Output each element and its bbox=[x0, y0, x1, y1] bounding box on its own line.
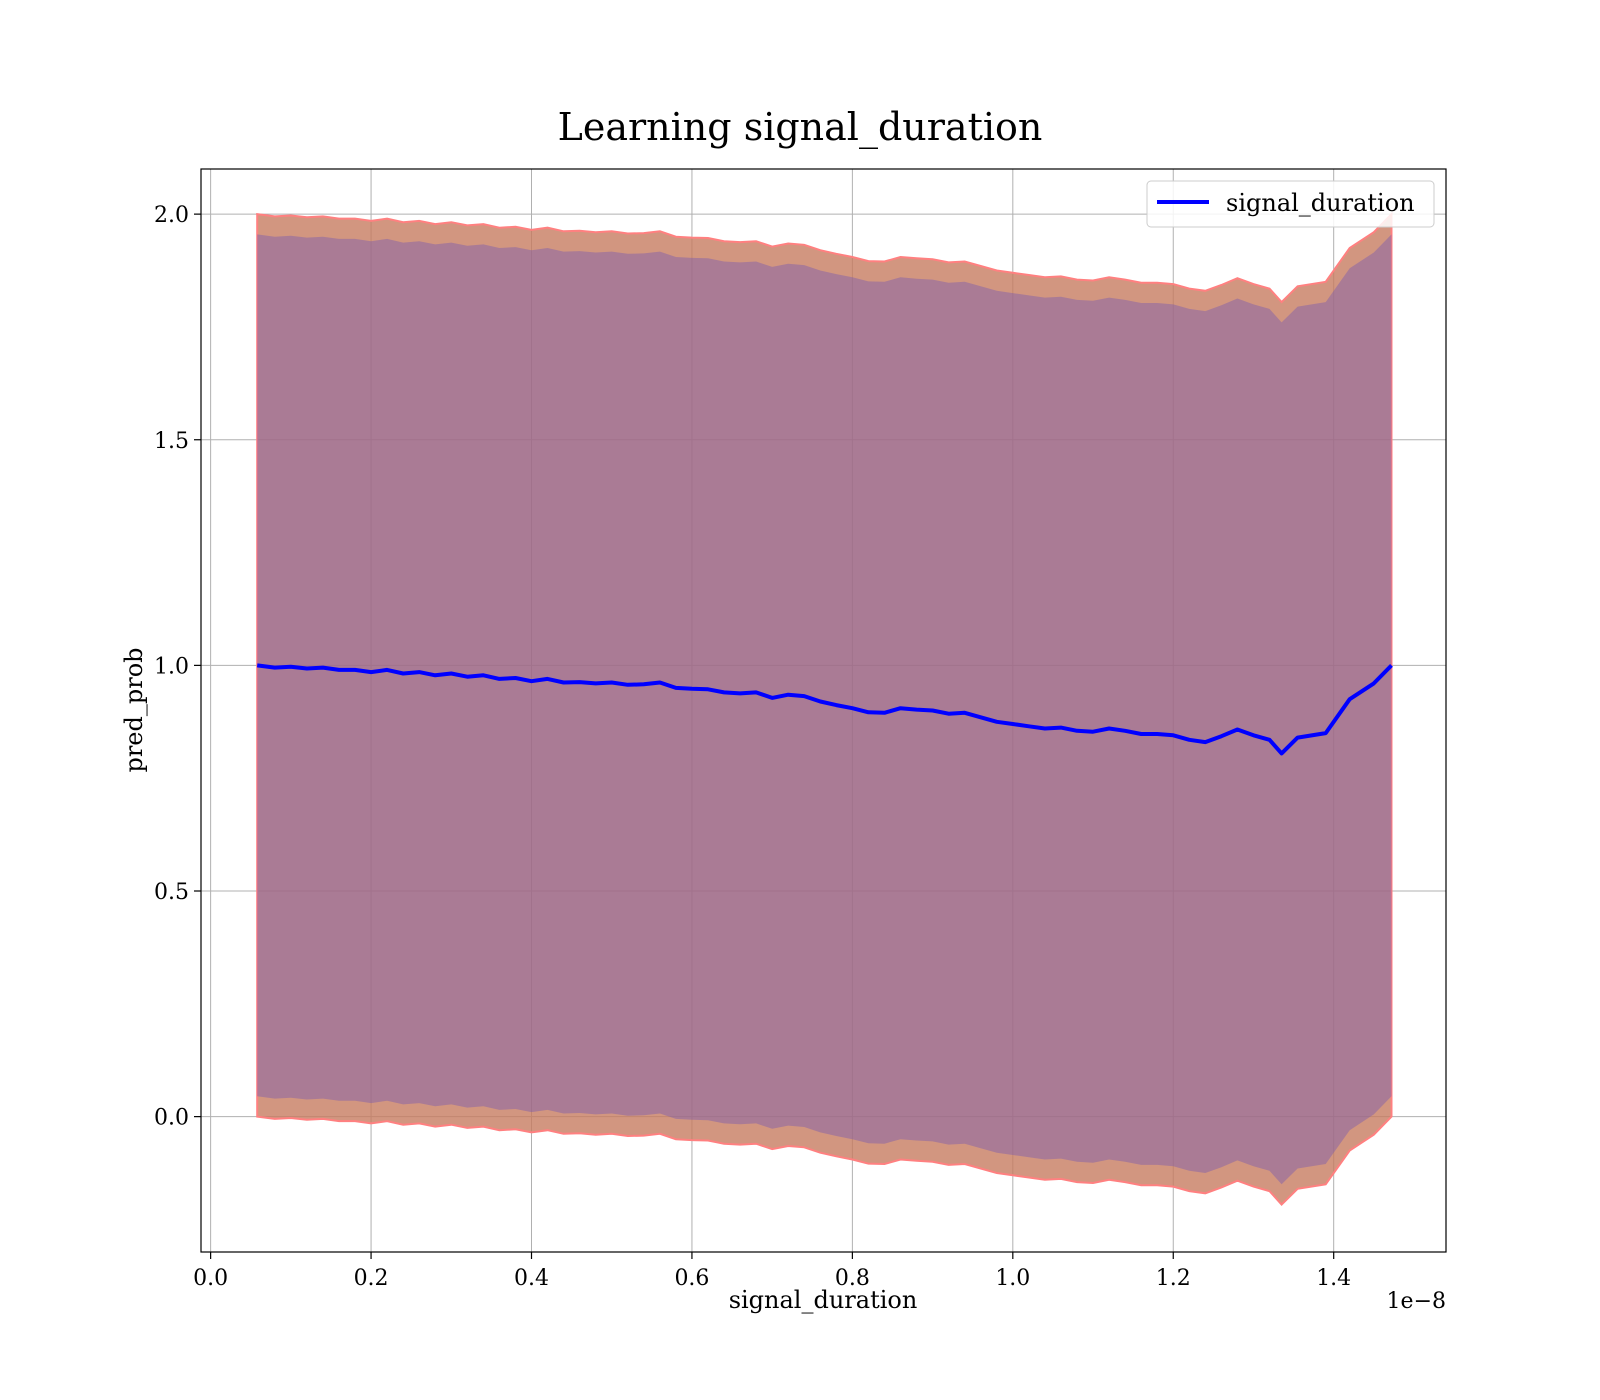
x-tick-label: 0.2 bbox=[354, 1266, 389, 1291]
chart-title: Learning signal_duration bbox=[558, 105, 1043, 150]
series-lines bbox=[256, 663, 1393, 756]
y-axis: 0.0 0.5 1.0 1.5 2.0 bbox=[154, 203, 201, 1131]
x-tick-label: 1.4 bbox=[1316, 1266, 1351, 1291]
y-tick-label: 1.5 bbox=[154, 429, 189, 454]
y-tick-label: 1.0 bbox=[154, 654, 189, 679]
legend-label: signal_duration bbox=[1226, 189, 1415, 217]
x-tick-label: 0.0 bbox=[193, 1266, 228, 1291]
x-tick-label: 1.0 bbox=[995, 1266, 1030, 1291]
bands bbox=[256, 211, 1393, 1207]
legend-box bbox=[1146, 180, 1435, 228]
x-tick-label: 0.8 bbox=[835, 1266, 870, 1291]
legend: signal_duration bbox=[1146, 180, 1435, 228]
y-tick-label: 2.0 bbox=[154, 203, 189, 228]
x-axis: 0.0 0.2 0.4 0.6 0.8 1.0 1.2 1.4 bbox=[193, 1252, 1351, 1291]
x-axis-label: signal_duration bbox=[729, 1286, 918, 1314]
plot-frame bbox=[200, 168, 1447, 1253]
x-tick-label: 0.4 bbox=[514, 1266, 549, 1291]
x-tick-label: 1.2 bbox=[1156, 1266, 1191, 1291]
band-inner bbox=[257, 234, 1392, 1185]
y-tick-label: 0.5 bbox=[154, 880, 189, 905]
series-line-signal-duration bbox=[256, 663, 1393, 756]
y-tick-label: 0.0 bbox=[154, 1106, 189, 1131]
y-axis-label: pred_prob bbox=[120, 647, 148, 772]
x-tick-label: 0.6 bbox=[674, 1266, 709, 1291]
band-outer bbox=[256, 211, 1393, 1207]
x-axis-offset-label: 1e−8 bbox=[1387, 1289, 1446, 1314]
